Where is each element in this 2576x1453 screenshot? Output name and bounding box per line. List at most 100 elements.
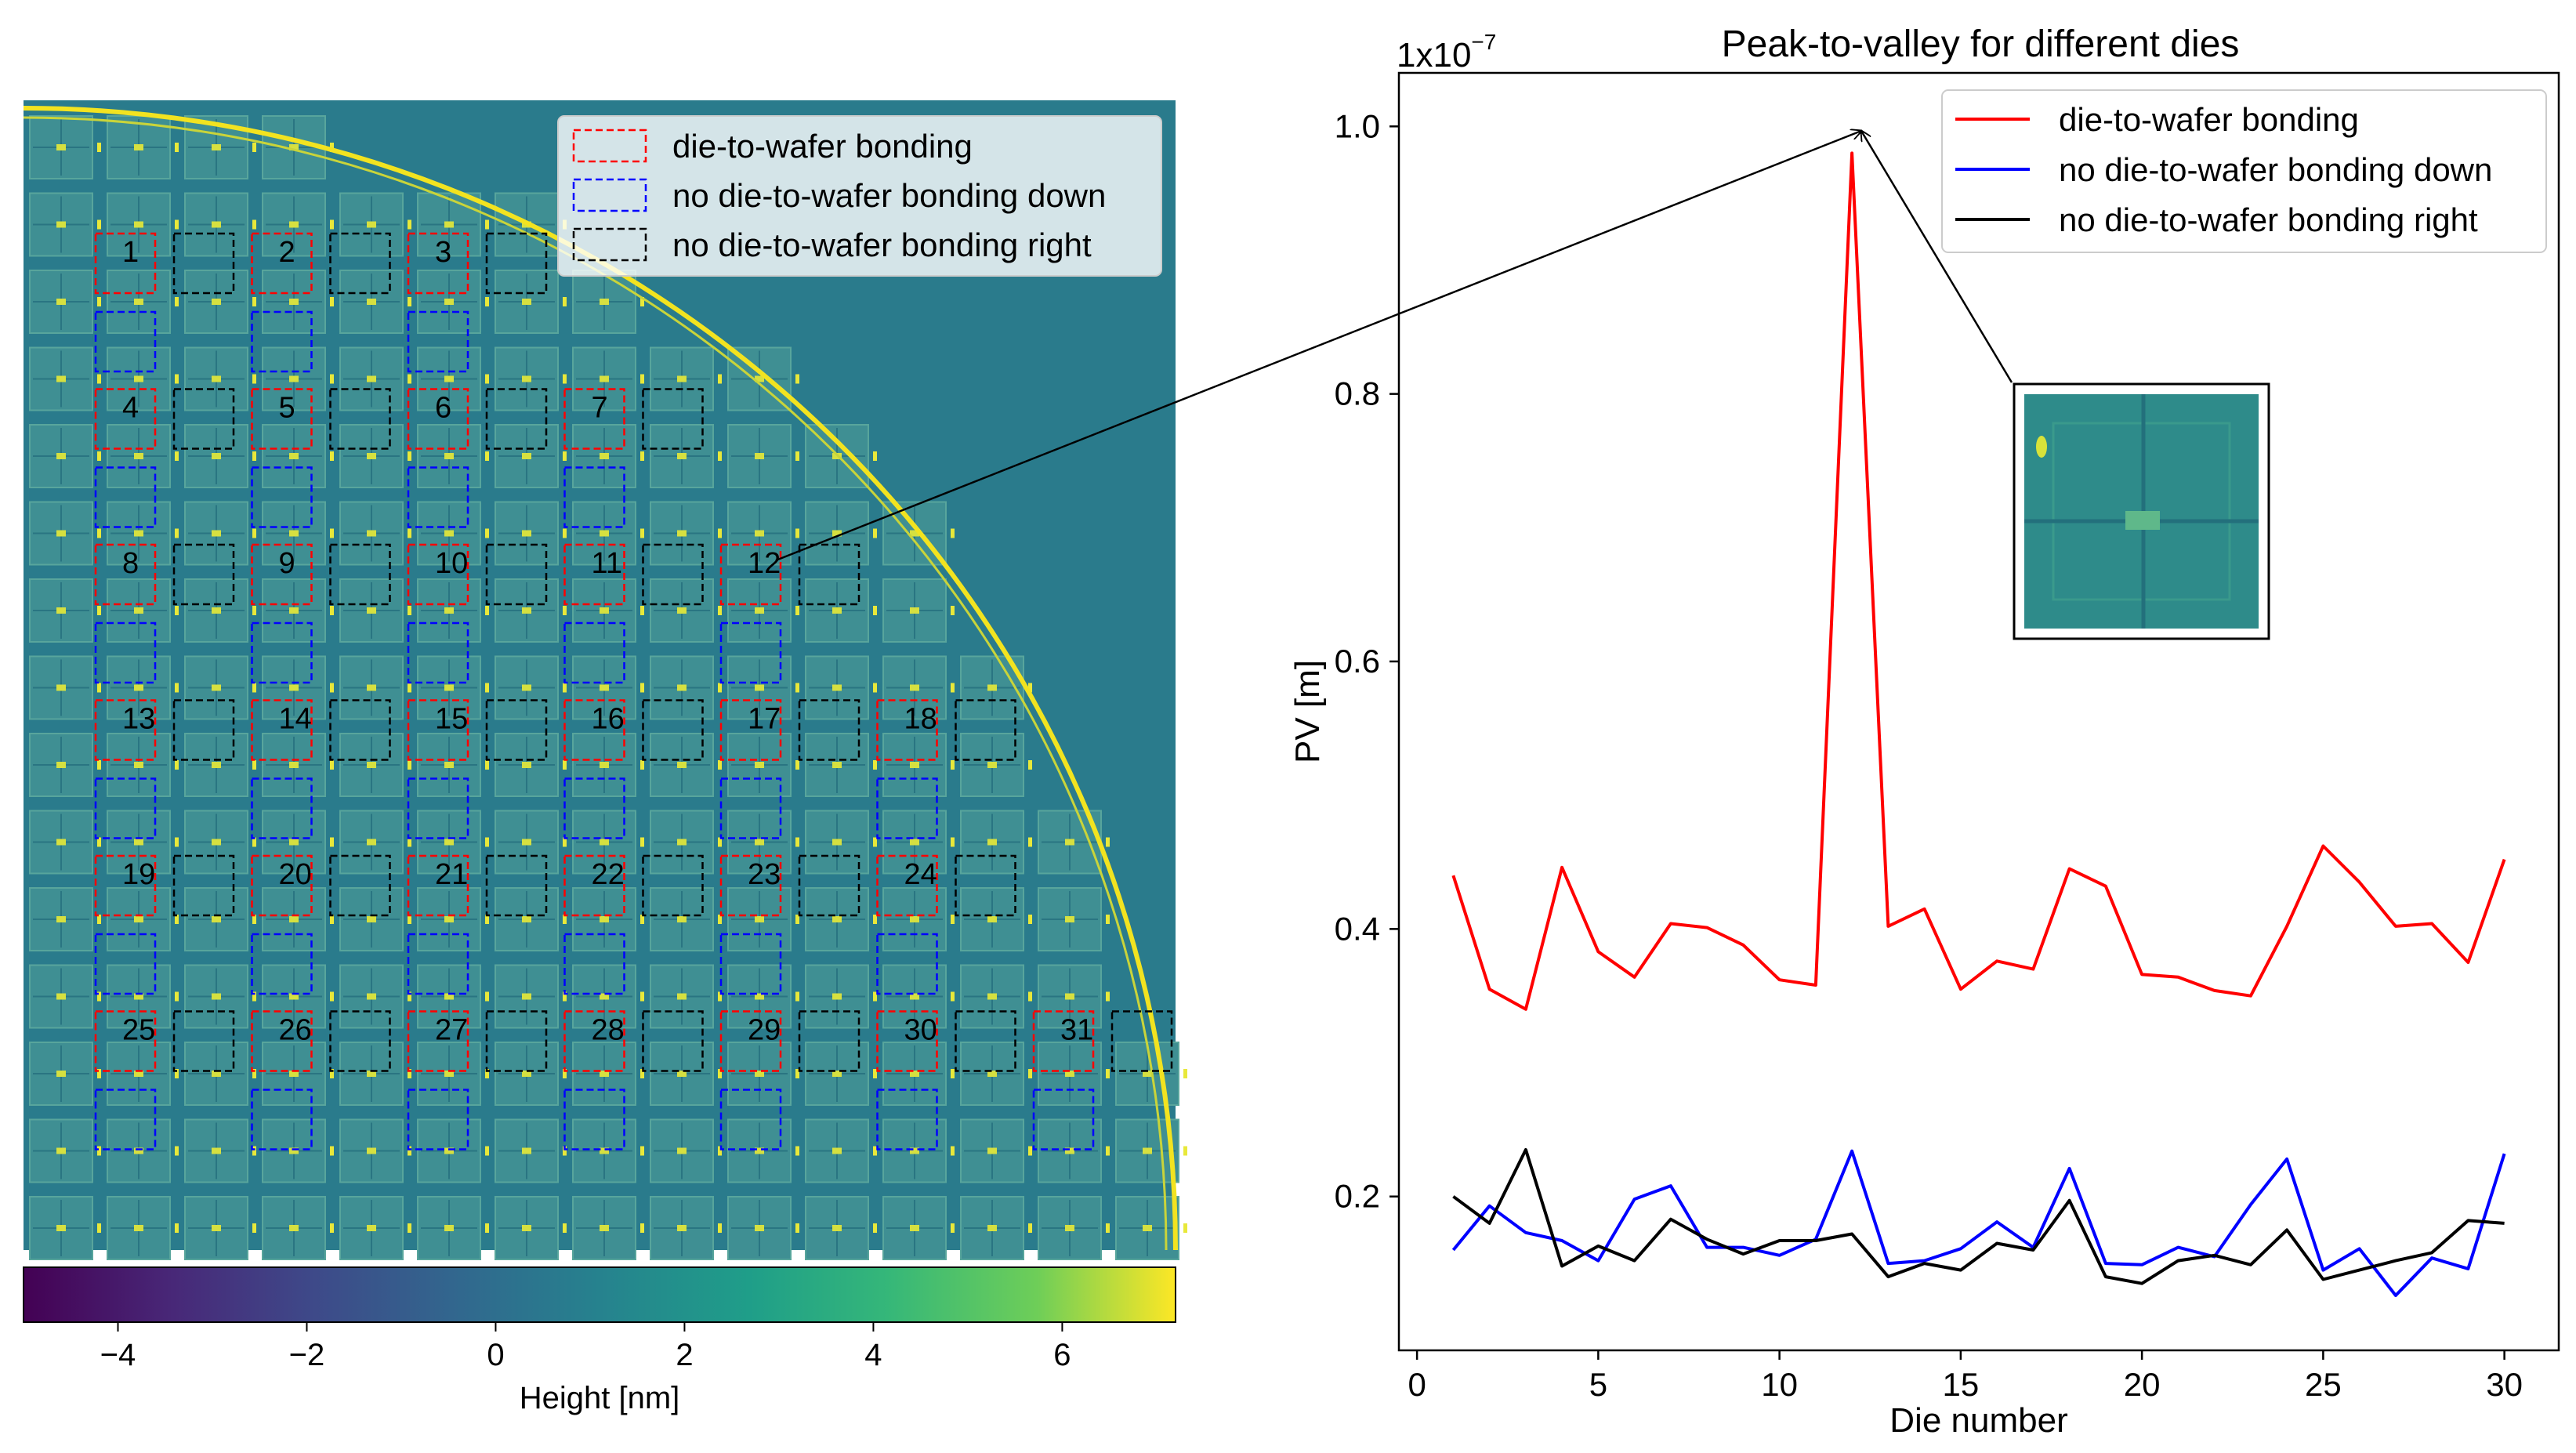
die-cell-marker	[795, 606, 799, 615]
die-cell-feature	[755, 684, 764, 691]
die-label-18: 18	[904, 703, 937, 736]
die-label-19: 19	[122, 858, 155, 891]
die-cell-feature	[987, 1147, 997, 1154]
die-box-bonded	[719, 699, 782, 761]
die-cell-feature	[367, 299, 376, 305]
die-cell-marker	[175, 1146, 179, 1156]
die-label-29: 29	[748, 1014, 781, 1047]
die-box-down	[251, 621, 313, 684]
die-box-down	[719, 933, 782, 995]
die-cell-marker	[563, 1223, 567, 1233]
die-cell-feature	[677, 375, 687, 382]
die-cell-marker	[718, 374, 722, 384]
die-cell-marker	[951, 1223, 955, 1233]
die-cell-feature	[832, 530, 842, 537]
die-cell-feature	[289, 375, 299, 382]
die-cell-marker	[97, 528, 101, 538]
die-box-right	[329, 388, 391, 450]
die-box-down	[251, 1089, 313, 1150]
die-cell-feature	[910, 684, 919, 691]
die-cell-feature	[600, 1071, 609, 1077]
die-cell-feature	[444, 1071, 454, 1077]
die-cell-feature	[600, 1147, 609, 1154]
die-box-down	[94, 310, 157, 373]
die-cell-feature	[910, 762, 919, 768]
die-cell-marker	[485, 1223, 489, 1233]
die-cell-marker	[1028, 760, 1032, 770]
die-cell-marker	[485, 915, 489, 924]
die-box-bonded	[251, 543, 313, 606]
die-box-right	[172, 699, 235, 761]
die-cell-marker	[718, 606, 722, 615]
die-cell-feature	[987, 839, 997, 846]
die-cell-marker	[873, 451, 877, 461]
die-label-20: 20	[279, 858, 312, 891]
die-cell-marker	[97, 760, 101, 770]
die-label-12: 12	[748, 547, 781, 580]
die-box-right	[798, 699, 860, 761]
die-cell-feature	[56, 762, 66, 768]
die-cell-feature	[56, 916, 66, 922]
die-cell-marker	[640, 606, 644, 615]
die-label-10: 10	[435, 547, 468, 580]
die-cell-feature	[289, 1225, 299, 1231]
die-cell-feature	[134, 1071, 143, 1077]
die-cell-marker	[1028, 1069, 1032, 1078]
die-box-down	[407, 1089, 469, 1150]
x-tick-label: 5	[1589, 1366, 1607, 1403]
die-cell-feature	[56, 1225, 66, 1231]
die-cell-feature	[134, 299, 143, 305]
die-cell-marker	[252, 143, 256, 152]
die-box-bonded	[407, 543, 469, 606]
die-cell-marker	[97, 1223, 101, 1233]
die-cell-marker	[640, 528, 644, 538]
die-cell-marker	[640, 297, 644, 306]
die-cell-feature	[910, 1225, 919, 1231]
die-cell-feature	[367, 453, 376, 459]
die-cell-marker	[718, 451, 722, 461]
colorbar-tick-label: 2	[676, 1338, 693, 1372]
die-cell-feature	[367, 993, 376, 1000]
die-box-bonded	[251, 854, 313, 917]
die-cell-marker	[175, 451, 179, 461]
die-box-bonded	[251, 388, 313, 450]
die-cell-marker	[97, 451, 101, 461]
die-cell-feature	[910, 1071, 919, 1077]
die-cell-feature	[367, 684, 376, 691]
die-cell-feature	[289, 144, 299, 150]
die-cell-marker	[1106, 915, 1110, 924]
die-cell-marker	[563, 837, 567, 847]
die-cell-marker	[563, 683, 567, 693]
die-box-bonded	[251, 699, 313, 761]
die-box-down	[407, 466, 469, 528]
die-box-right	[329, 1010, 391, 1072]
die-cell-marker	[718, 991, 722, 1002]
die-cell-marker	[175, 1223, 179, 1233]
wafer-legend-label: die-to-wafer bonding	[672, 128, 973, 165]
die-cell-feature	[987, 993, 997, 1000]
die-box-bonded	[563, 699, 625, 761]
die-cell-marker	[252, 374, 256, 384]
die-cell-marker	[97, 297, 101, 306]
die-cell-feature	[1065, 1071, 1074, 1077]
die-cell-marker	[718, 528, 722, 538]
die-cell-marker	[485, 219, 489, 230]
die-cell-feature	[677, 607, 687, 614]
die-cell-feature	[289, 453, 299, 459]
die-cell-marker	[795, 1146, 799, 1156]
die-box-bonded	[563, 854, 625, 917]
inset-hotspot	[2036, 436, 2047, 458]
die-cell-feature	[212, 762, 221, 768]
die-cell-marker	[97, 837, 101, 847]
die-cell-marker	[640, 451, 644, 461]
die-cell-feature	[755, 762, 764, 768]
die-cell-feature	[367, 1147, 376, 1154]
die-cell-feature	[677, 762, 687, 768]
die-box-down	[1032, 1089, 1095, 1150]
die-cell-marker	[330, 683, 334, 693]
die-cell-marker	[795, 451, 799, 461]
die-cell-marker	[1028, 991, 1032, 1002]
die-cell-marker	[1028, 915, 1032, 924]
die-cell-marker	[873, 760, 877, 770]
